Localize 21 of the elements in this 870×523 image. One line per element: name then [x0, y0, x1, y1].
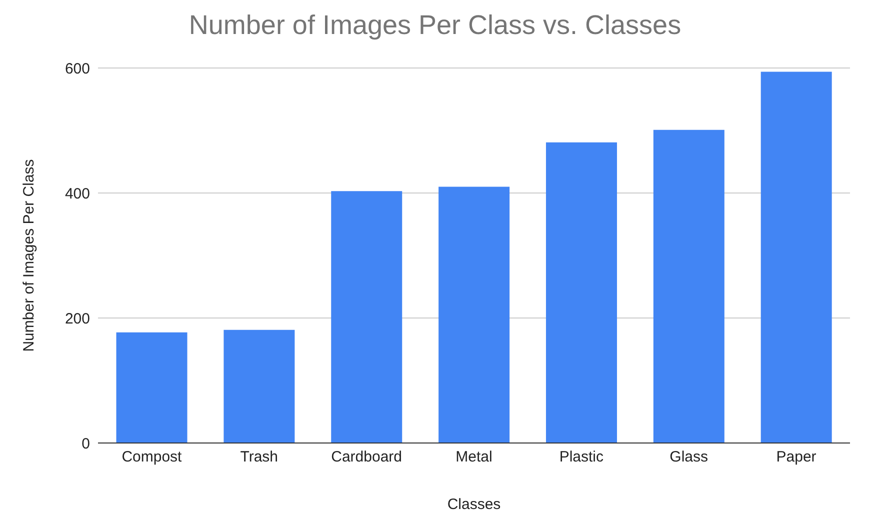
x-tick-label: Metal [456, 448, 492, 466]
bar [116, 332, 188, 443]
y-axis-title: Number of Images Per Class [20, 159, 38, 352]
bar [546, 142, 617, 443]
y-tick-label: 0 [82, 435, 90, 452]
x-tick-label: Glass [670, 448, 708, 466]
y-tick-label: 400 [64, 185, 90, 202]
x-tick-label: Plastic [559, 448, 604, 466]
x-axis-title: Classes [447, 496, 501, 513]
chart-title: Number of Images Per Class vs. Classes [188, 10, 682, 41]
bar [653, 130, 724, 443]
x-tick-label: Cardboard [331, 448, 402, 466]
bar [331, 191, 402, 443]
bar [438, 186, 510, 443]
y-tick-label: 200 [64, 310, 90, 328]
bar [224, 330, 295, 443]
x-tick-label: Trash [240, 448, 278, 466]
x-tick-label: Compost [122, 448, 183, 466]
x-tick-label: Paper [776, 448, 816, 466]
y-tick-label: 600 [64, 60, 90, 78]
bar [760, 72, 832, 443]
